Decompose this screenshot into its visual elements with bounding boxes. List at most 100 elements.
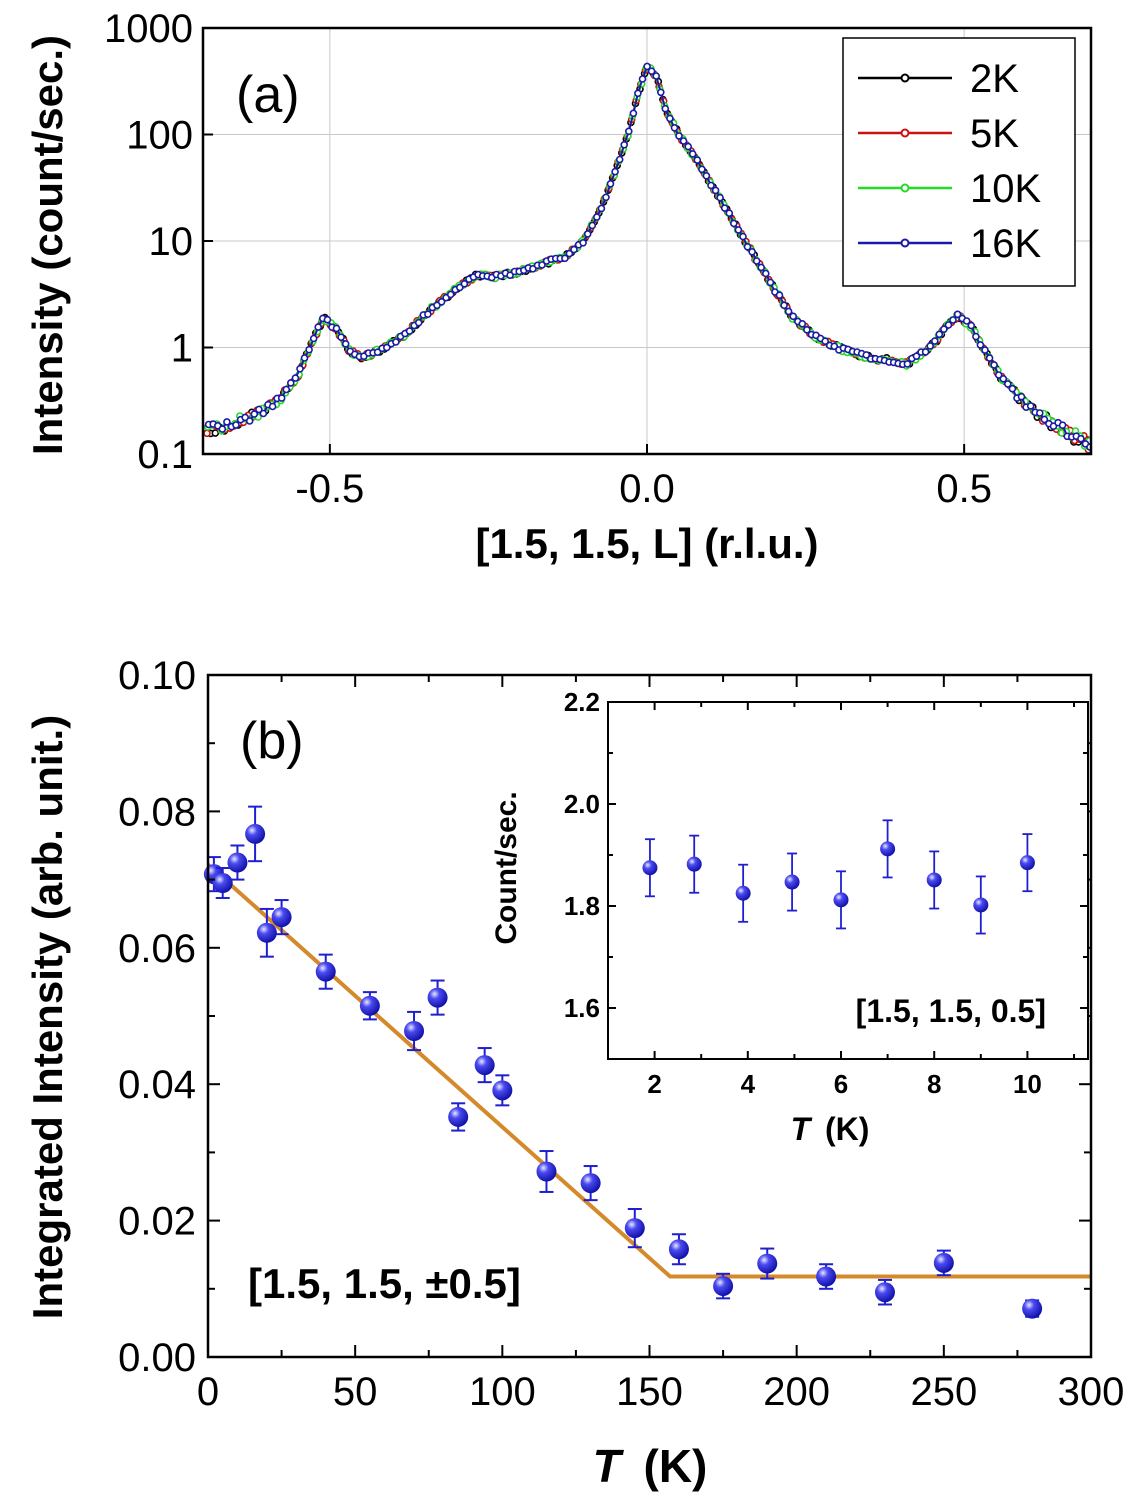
data-marker (933, 1252, 954, 1273)
y-tick-label: 0.04 (118, 1063, 196, 1107)
data-point (256, 907, 277, 958)
inset-ticks (608, 701, 1088, 1059)
data-point-16k (232, 421, 240, 429)
panel-b-annotation: [1.5, 1.5, ±0.5] (248, 1260, 521, 1307)
data-point-16k (1003, 380, 1012, 388)
data-point-16k (296, 364, 304, 373)
inset-y-axis-title: Count/sec. (490, 791, 523, 944)
x-tick-label: 200 (763, 1370, 830, 1414)
data-point-16k (752, 257, 761, 265)
y-tick-label: 0.02 (118, 1200, 196, 1244)
data-point-16k (291, 374, 300, 382)
data-point-16k (766, 278, 775, 287)
data-marker (256, 922, 277, 943)
data-point-16k (734, 226, 743, 234)
data-point-16k (1058, 421, 1067, 430)
panel-a-ticks (203, 27, 966, 455)
legend-label-16k: 16K (970, 222, 1041, 266)
inset-data-marker (1019, 855, 1035, 871)
inset-data-point (784, 852, 800, 912)
data-point-16k (1036, 409, 1044, 417)
data-point-16k (985, 354, 994, 362)
data-point-16k (588, 221, 597, 230)
y-tick-label: 0.10 (118, 654, 196, 698)
y-tick-label: 0.06 (118, 927, 196, 971)
data-point-16k (675, 132, 683, 140)
panel-a-profiles (203, 62, 1091, 454)
data-point-16k (337, 333, 345, 342)
data-marker (427, 987, 448, 1008)
inset-x-tick-label: 8 (927, 1069, 941, 1099)
y-tick-label: 10 (149, 220, 194, 264)
data-point-16k (223, 418, 231, 426)
data-marker (624, 1218, 645, 1239)
inset-x-tick-label: 4 (741, 1069, 756, 1099)
inset-data-point (926, 850, 942, 910)
data-point (427, 979, 448, 1016)
data-point-16k (259, 409, 268, 418)
inset-data-marker (735, 885, 751, 901)
inset-y-tick-label: 1.6 (564, 993, 600, 1023)
x-tick-label: -0.5 (295, 467, 364, 511)
data-point-16k (341, 340, 350, 348)
data-point-16k (967, 321, 976, 330)
data-point-16k (976, 341, 985, 349)
data-point-16k (953, 310, 962, 319)
data-marker (816, 1266, 837, 1287)
data-marker (227, 852, 248, 873)
legend-marker-2k (900, 73, 910, 83)
data-point (315, 953, 336, 990)
inset-data-point (833, 870, 849, 930)
data-point-16k (962, 317, 971, 325)
data-point (536, 1150, 557, 1193)
inset-frame (607, 701, 1089, 1060)
data-marker (359, 995, 380, 1016)
data-point (933, 1249, 954, 1277)
data-point-16k (944, 321, 953, 329)
y-tick-label: 1000 (104, 7, 193, 51)
data-point-16k (414, 318, 423, 327)
data-point (624, 1208, 645, 1249)
data-marker (492, 1080, 513, 1101)
data-point-16k (739, 232, 747, 241)
data-point-16k (643, 62, 651, 71)
data-point-16k (579, 239, 587, 247)
x-tick-label: 100 (469, 1370, 536, 1414)
data-point-16k (761, 269, 770, 278)
data-marker (271, 907, 292, 928)
inset-data-marker (686, 856, 702, 872)
data-point-16k (286, 379, 295, 387)
data-point (816, 1263, 837, 1290)
data-point-16k (382, 343, 391, 352)
data-point-16k (670, 124, 679, 132)
legend-entry-10k: 10K (858, 167, 1041, 211)
inset-annotation: [1.5, 1.5, 0.5] (856, 993, 1046, 1029)
inset-data-point (686, 834, 702, 894)
data-point (874, 1278, 895, 1306)
data-point-16k (300, 354, 309, 362)
inset-x-tick-label: 2 (647, 1069, 661, 1099)
y-tick-label: 0.00 (118, 1336, 196, 1380)
panel-b-y-axis-title: Integrated Intensity (arb. unit.) (24, 715, 71, 1319)
data-point-16k (926, 342, 935, 350)
panel-b-x-axis-unit: (K) (644, 1440, 708, 1492)
legend-entry-16k: 16K (858, 222, 1041, 266)
data-point (474, 1047, 495, 1084)
data-point-16k (743, 243, 752, 251)
x-tick-label: 0.0 (619, 467, 675, 511)
data-point-16k (1017, 392, 1026, 401)
data-marker (668, 1239, 689, 1260)
data-point-16k (392, 338, 400, 346)
panel-a-x-axis-title: [1.5, 1.5, L] (r.l.u.) (475, 520, 818, 567)
data-point-16k (620, 141, 629, 149)
inset-data-point (642, 838, 658, 898)
data-point-16k (305, 345, 313, 354)
data-point-16k (255, 405, 263, 414)
data-point-16k (250, 410, 259, 418)
inset-data-marker (880, 841, 896, 857)
data-point-16k (748, 248, 756, 256)
inset-y-tick-label: 1.8 (564, 891, 600, 921)
data-point-16k (592, 213, 601, 221)
data-point-16k (930, 337, 939, 345)
